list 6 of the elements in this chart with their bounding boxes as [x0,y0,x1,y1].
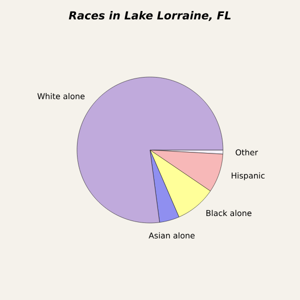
slice-label: White alone [37,93,85,100]
slice-label: Other [236,149,258,156]
slice-label: Black alone [206,210,252,216]
chart-title: Races in Lake Lorraine, FL [68,11,231,21]
slice-label: Hispanic [232,172,265,180]
slice-label: Asian alone [148,232,195,239]
